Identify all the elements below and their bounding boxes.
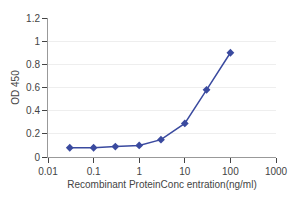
svg-text:0.4: 0.4 [26, 105, 40, 116]
svg-text:Recombinant ProteinConc entrat: Recombinant ProteinConc entration(ng/ml) [67, 179, 257, 190]
svg-text:1000: 1000 [265, 166, 288, 177]
svg-text:10: 10 [179, 166, 191, 177]
svg-text:1: 1 [136, 166, 142, 177]
svg-text:0.6: 0.6 [26, 82, 40, 93]
svg-text:0.8: 0.8 [26, 59, 40, 70]
svg-text:0: 0 [34, 152, 40, 163]
svg-text:100: 100 [222, 166, 239, 177]
svg-text:1: 1 [34, 36, 40, 47]
svg-text:0.2: 0.2 [26, 128, 40, 139]
svg-text:0.01: 0.01 [38, 166, 58, 177]
svg-text:1.2: 1.2 [26, 13, 40, 24]
svg-text:OD 450: OD 450 [10, 70, 21, 105]
svg-text:0.1: 0.1 [87, 166, 101, 177]
